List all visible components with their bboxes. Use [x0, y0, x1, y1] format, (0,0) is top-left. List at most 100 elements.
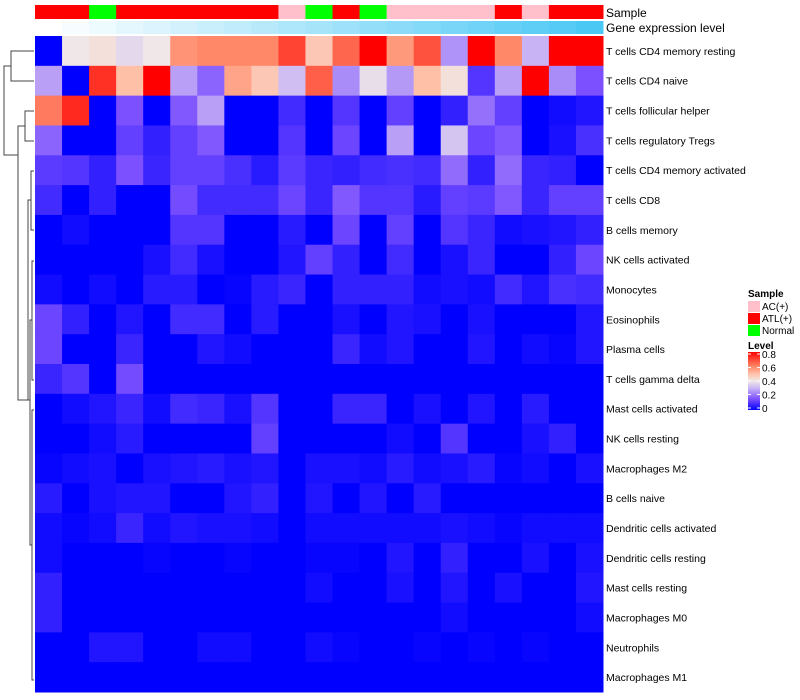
dendrogram-branch — [24, 110, 34, 142]
heatmap-cell — [278, 36, 306, 67]
heatmap-cell — [35, 393, 63, 425]
heatmap-cell — [494, 125, 523, 156]
gene-level-annotation-cell — [440, 21, 469, 34]
heatmap-cell — [278, 423, 306, 454]
heatmap-cell — [332, 393, 361, 425]
heatmap-cell — [116, 632, 144, 663]
heatmap-cell — [305, 155, 334, 186]
heatmap-cell — [575, 483, 604, 514]
legend-item-label: Normal — [762, 326, 794, 337]
heatmap-cell — [440, 36, 469, 67]
heatmap-cell — [467, 542, 496, 574]
heatmap-cell — [143, 423, 171, 454]
row-label: T cells CD4 memory activated — [606, 165, 746, 177]
heatmap-cell — [143, 185, 171, 216]
heatmap-cell — [197, 65, 225, 97]
gene-level-annotation-cell — [494, 21, 523, 34]
heatmap-cell — [35, 662, 63, 693]
heatmap-cell — [332, 572, 361, 604]
annotation-label-sample: Sample — [606, 6, 647, 20]
heatmap-cell — [305, 65, 334, 97]
sample-annotation-cell — [359, 5, 388, 19]
heatmap-cell — [521, 274, 550, 305]
gene-level-annotation-cell — [575, 21, 604, 34]
heatmap-cell — [548, 244, 577, 276]
heatmap-cell — [413, 185, 442, 216]
heatmap-cell — [494, 244, 523, 276]
heatmap-cell — [116, 364, 144, 395]
heatmap-cell — [170, 274, 198, 305]
heatmap-cell — [521, 453, 550, 484]
heatmap-cell — [467, 95, 496, 126]
annotation-label-gene-level: Gene expression level — [606, 21, 725, 35]
gene-level-annotation-cell — [251, 21, 279, 34]
gene-level-annotation-cell — [332, 21, 361, 34]
heatmap-cell — [143, 632, 171, 663]
heatmap-cell — [359, 95, 388, 126]
heatmap-cell — [116, 36, 144, 67]
heatmap-cell — [467, 185, 496, 216]
heatmap-cell — [575, 334, 604, 365]
heatmap-cell — [521, 155, 550, 186]
gene-level-annotation-cell — [548, 21, 577, 34]
legend-sample-title: Sample — [748, 289, 784, 300]
heatmap-cell — [35, 602, 63, 633]
heatmap-cell — [62, 244, 90, 276]
heatmap-cell — [89, 572, 117, 604]
heatmap-cell — [521, 36, 550, 67]
heatmap-cell — [494, 274, 523, 305]
heatmap-cell — [521, 125, 550, 156]
heatmap-cell — [278, 304, 306, 335]
heatmap-cell — [332, 483, 361, 514]
heatmap-cell — [35, 65, 63, 97]
heatmap-cell — [116, 185, 144, 216]
heatmap-cell — [224, 542, 252, 574]
heatmap-cell — [62, 483, 90, 514]
heatmap-cell — [197, 36, 225, 67]
heatmap-cell — [467, 453, 496, 484]
heatmap-cell — [413, 542, 442, 574]
heatmap-cell — [548, 65, 577, 97]
heatmap-cell — [143, 602, 171, 633]
heatmap-cell — [35, 453, 63, 484]
heatmap-cell — [89, 95, 117, 126]
heatmap-cell — [224, 364, 252, 395]
heatmap-cell — [170, 453, 198, 484]
heatmap-cell — [197, 393, 225, 425]
heatmap-cell — [359, 185, 388, 216]
heatmap-cell — [35, 513, 63, 544]
heatmap-cell — [413, 453, 442, 484]
heatmap-cell — [575, 214, 604, 246]
heatmap-cell — [89, 155, 117, 186]
heatmap-cell — [62, 572, 90, 604]
sample-annotation-cell — [467, 5, 496, 19]
heatmap-cell — [548, 453, 577, 484]
sample-annotation-cell — [251, 5, 279, 19]
heatmap-cell — [575, 36, 604, 67]
heatmap-cell — [413, 364, 442, 395]
heatmap-cell — [494, 393, 523, 425]
heatmap-cell — [440, 453, 469, 484]
heatmap-cell — [62, 632, 90, 663]
heatmap-cell — [548, 572, 577, 604]
heatmap-cell — [359, 602, 388, 633]
heatmap-cell — [197, 274, 225, 305]
heatmap-cell — [467, 304, 496, 335]
heatmap-cell — [197, 155, 225, 186]
heatmap-cell — [116, 602, 144, 633]
sample-annotation-cell — [494, 5, 523, 19]
heatmap-cell — [332, 334, 361, 365]
heatmap-cell — [224, 155, 252, 186]
sample-annotation-cell — [224, 5, 252, 19]
heatmap-cell — [143, 334, 171, 365]
heatmap-cell — [359, 36, 388, 67]
heatmap-cell — [359, 244, 388, 276]
heatmap-cell — [440, 393, 469, 425]
heatmap-cell — [359, 572, 388, 604]
heatmap-cell — [467, 602, 496, 633]
heatmap-cell — [224, 483, 252, 514]
heatmap-cell — [278, 244, 306, 276]
row-label: Macrophages M2 — [606, 463, 687, 475]
heatmap-cell — [35, 155, 63, 186]
